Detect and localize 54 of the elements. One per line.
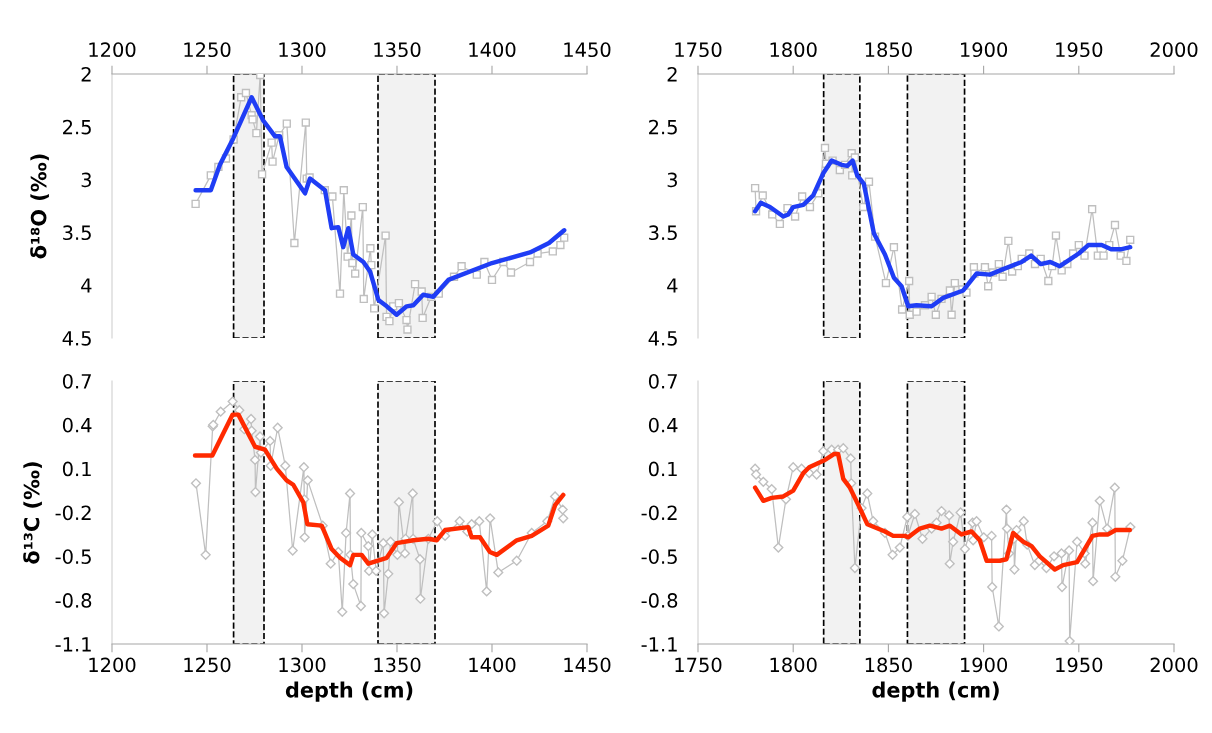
- y-tick-label: 2.5: [649, 119, 677, 135]
- x-tick-label: 1900: [960, 42, 1008, 58]
- x-tick-label: 1250: [184, 657, 231, 673]
- y-tick-label: 3: [667, 172, 677, 188]
- y-tick-label: 3.5: [649, 225, 677, 241]
- y-tick-label: 0.4: [648, 417, 678, 433]
- x-tick-label: 1850: [865, 657, 912, 673]
- x-tick-label: 1300: [279, 657, 326, 673]
- y-tick-label: -0.5: [641, 549, 677, 564]
- x-tick-label: 1300: [279, 42, 326, 58]
- y-tick-label: -0.5: [55, 549, 91, 564]
- x-tick-label: 1350: [374, 42, 421, 58]
- x-tick-label: 1400: [469, 42, 516, 58]
- y-tick-label: -0.8: [641, 593, 678, 608]
- y-tick-label: -0.8: [55, 593, 92, 608]
- x-tick-label: 2000: [1150, 657, 1198, 673]
- x-tick-label: 1350: [374, 657, 421, 673]
- y-tick-label: 2: [81, 66, 91, 82]
- y-tick-label: 3: [81, 172, 91, 188]
- x-tick-label: 1200: [89, 42, 136, 58]
- y-tick-label: 4.5: [648, 331, 677, 346]
- x-tick-label: 1450: [564, 657, 611, 673]
- x-axis-title: depth (cm): [872, 681, 999, 702]
- y-tick-label: -1.1: [55, 637, 91, 652]
- x-tick-label: 1800: [770, 42, 817, 58]
- y-tick-label: 2: [667, 66, 677, 82]
- y-tick-label: 0.7: [62, 373, 91, 389]
- y-tick-label: -0.2: [641, 505, 677, 521]
- x-tick-label: 1800: [770, 657, 817, 673]
- x-tick-label: 1950: [1056, 42, 1103, 58]
- y-axis-title: δ¹³C (‰): [23, 462, 42, 564]
- x-tick-label: 1750: [675, 657, 722, 673]
- y-tick-label: -0.2: [55, 505, 91, 521]
- x-tick-label: 1750: [675, 42, 722, 58]
- x-tick-label: 1950: [1056, 657, 1103, 673]
- y-tick-label: 0.1: [648, 461, 677, 477]
- x-tick-label: 2000: [1150, 42, 1198, 58]
- x-tick-label: 1250: [184, 42, 231, 58]
- x-tick-label: 1900: [960, 657, 1008, 673]
- y-tick-label: 0.1: [62, 461, 91, 477]
- x-tick-label: 1200: [89, 657, 136, 673]
- y-tick-label: 2.5: [63, 119, 91, 135]
- x-tick-label: 1450: [564, 42, 611, 58]
- y-tick-label: 0.7: [648, 373, 677, 389]
- x-tick-label: 1850: [865, 42, 912, 58]
- y-tick-label: 0.4: [62, 417, 92, 433]
- y-tick-label: 4: [667, 278, 678, 293]
- x-tick-label: 1400: [469, 657, 516, 673]
- x-axis-title: depth (cm): [285, 681, 413, 702]
- y-tick-label: 4: [81, 278, 92, 293]
- y-tick-label: 3.5: [63, 225, 91, 241]
- y-tick-label: 4.5: [62, 331, 91, 346]
- y-tick-label: -1.1: [641, 637, 677, 652]
- y-axis-title: δ¹⁸O (‰): [30, 154, 49, 259]
